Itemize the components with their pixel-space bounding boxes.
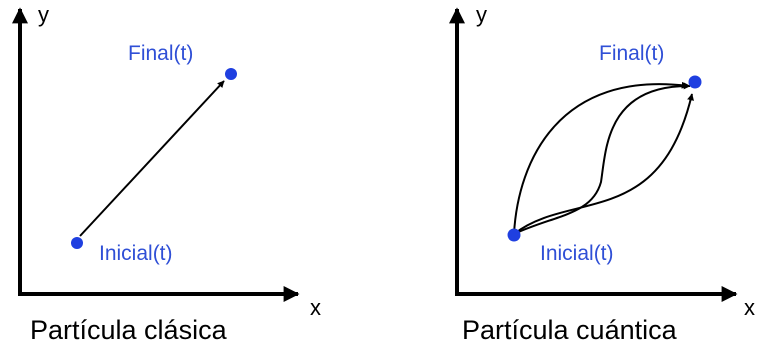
quantum-end-label: Final(t) [599,42,664,65]
classical-start-label: Inicial(t) [99,242,173,265]
quantum-end-point [688,75,702,89]
classical-end-point [225,68,237,80]
classical-end-label: Final(t) [128,42,193,65]
quantum-start-point [507,228,521,242]
quantum-trajectory-lower [513,93,694,235]
classical-y-axis-label: y [38,2,49,27]
quantum-y-axis-label: y [476,2,487,27]
classical-start-point [71,237,83,249]
quantum-start-label: Inicial(t) [540,242,614,265]
quantum-x-axis-label: x [744,295,755,320]
classical-panel: y x Inicial(t) Final(t) Partícula clásic… [12,2,321,345]
quantum-caption: Partícula cuántica [462,315,678,345]
quantum-trajectory-wavy [513,82,691,235]
classical-trajectory-arrow [79,80,225,237]
quantum-panel: y x Inicial(t) Final(t) Partícula cuánti… [449,2,755,345]
quantum-trajectory-upper [513,81,689,235]
classical-caption: Partícula clásica [30,315,228,345]
classical-x-axis-label: x [310,295,321,320]
